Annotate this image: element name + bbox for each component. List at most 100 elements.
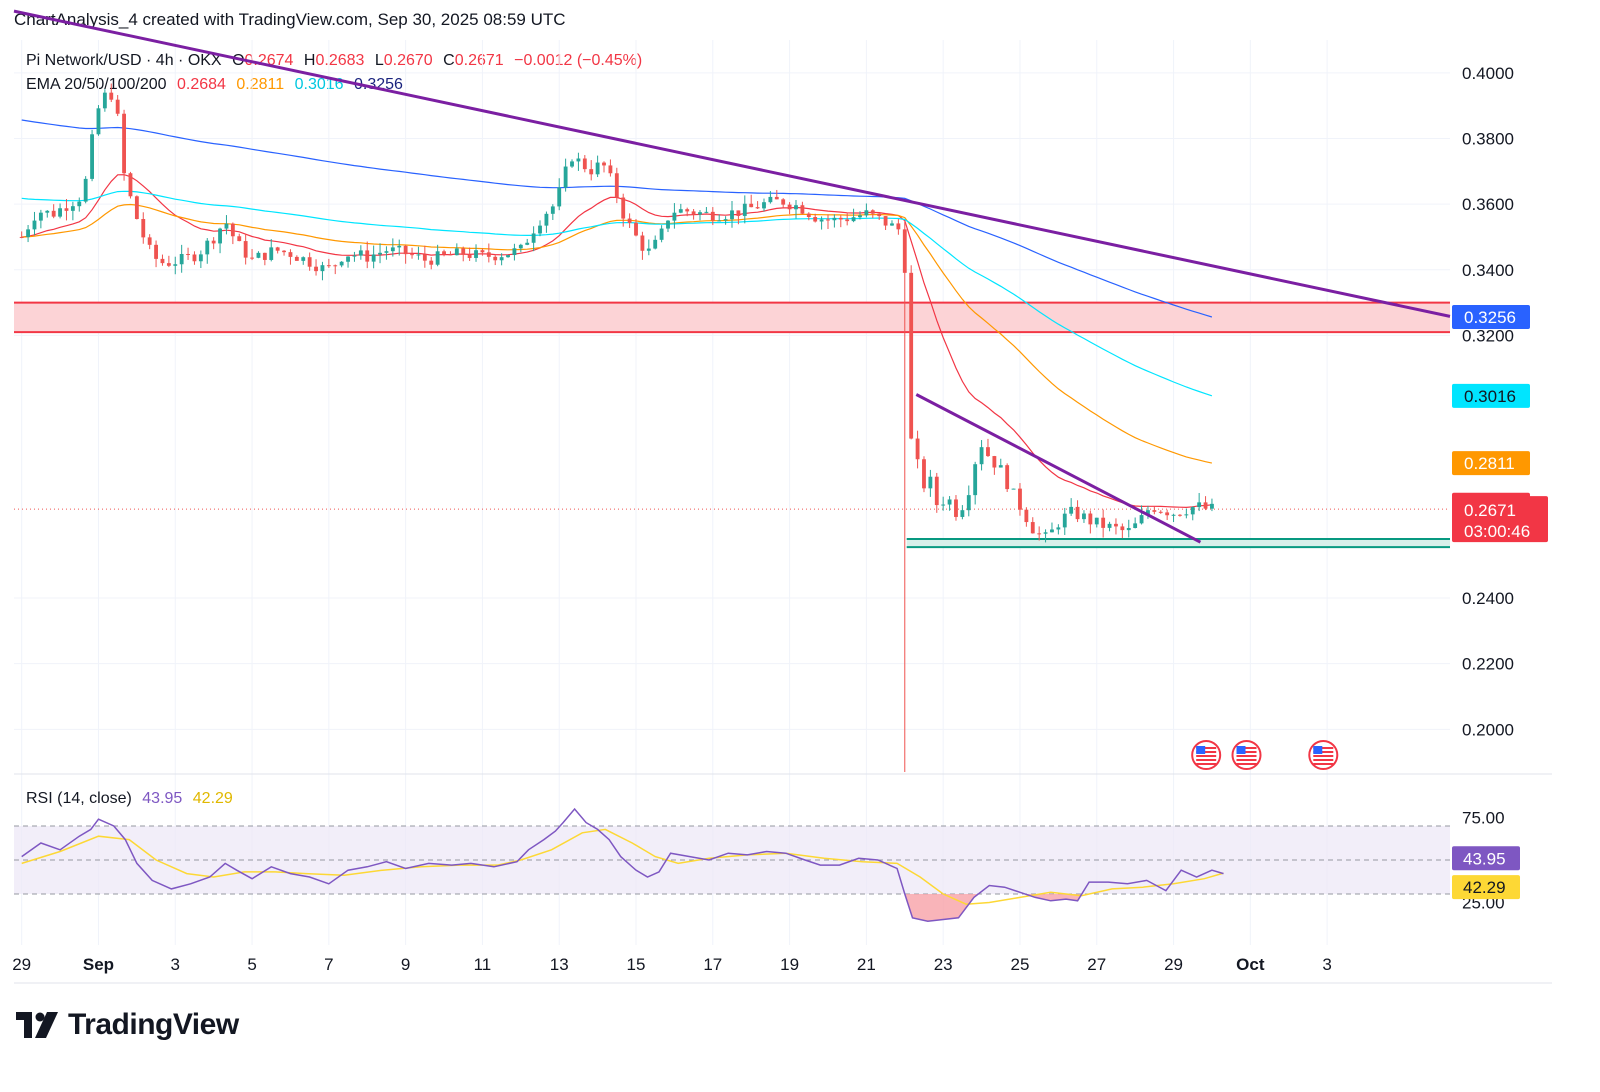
symbol-name[interactable]: Pi Network/USD · 4h · OKX (26, 52, 222, 69)
us-flag-icon[interactable] (1231, 740, 1262, 770)
ema100-line (21, 190, 1213, 397)
ema100-value: 0.3016 (294, 76, 344, 93)
tradingview-logo[interactable]: TradingView (16, 1008, 239, 1042)
price-tick: 0.4000 (1462, 64, 1514, 83)
rsi-ma-last-label: 42.29 (1463, 878, 1506, 897)
candle-body (595, 162, 600, 175)
candle-body (800, 205, 805, 214)
candle-body (1050, 529, 1054, 533)
candle-body (1075, 506, 1080, 520)
candle-body (384, 251, 389, 253)
time-axis[interactable]: 29 Sep 3 5 7 9 11 13 15 17 19 21 23 25 27 29 Oct 3 (12, 955, 1332, 974)
candle-body (461, 248, 466, 255)
time-tick: 23 (934, 955, 953, 974)
candle-body (173, 264, 178, 266)
candle-body (666, 220, 670, 229)
candle-body (429, 260, 434, 265)
candle-body (109, 92, 114, 100)
candle-body (646, 248, 651, 251)
price-tick: 0.3800 (1462, 129, 1514, 148)
candle-body (1018, 488, 1022, 510)
candle-body (346, 256, 350, 262)
candle-body (1107, 523, 1112, 528)
candles (19, 83, 1214, 772)
candle-body (205, 240, 210, 255)
descending-trendline (13, 9, 1451, 318)
flag-stripe (1313, 755, 1334, 757)
candle-body (1178, 514, 1182, 516)
time-tick: 7 (324, 955, 333, 974)
tradingview-logo-text: TradingView (68, 1008, 239, 1041)
candle-body (691, 211, 696, 215)
candle-body (794, 205, 798, 210)
ema-label[interactable]: EMA 20/50/100/200 (26, 76, 167, 93)
flag-stripe (1313, 763, 1334, 765)
candle-body (710, 211, 715, 221)
candle-body (26, 229, 30, 238)
candle-body (832, 217, 837, 221)
candle-body (282, 250, 286, 253)
candle-body (1139, 515, 1144, 524)
candle-body (211, 240, 216, 244)
candle-body (262, 252, 267, 260)
candle-body (634, 222, 638, 236)
candle-body (890, 223, 894, 226)
candle-body (678, 209, 683, 213)
candle-body (749, 203, 754, 208)
rsi-ma-value: 42.29 (192, 790, 233, 807)
candle-body (928, 476, 933, 489)
candle-body (922, 459, 926, 489)
candle-body (1114, 523, 1118, 527)
candle-body (230, 223, 235, 237)
rsi-ma-line (21, 828, 1224, 905)
candle-body (128, 173, 133, 197)
events[interactable] (1191, 740, 1339, 770)
candle-body (563, 166, 568, 188)
candle-body (883, 216, 888, 226)
candle-body (90, 134, 94, 179)
ema100-price-label: 0.3016 (1464, 387, 1516, 406)
candle-body (51, 210, 56, 217)
candle-body (973, 464, 978, 496)
candle-body (301, 257, 306, 261)
candle-body (1197, 502, 1202, 508)
candle-body (1056, 527, 1061, 530)
candle-body (934, 476, 939, 506)
candle-body (416, 254, 421, 256)
candle-body (1120, 526, 1125, 531)
candle-body (589, 169, 594, 175)
candle-body (1190, 507, 1195, 515)
candle-body (378, 252, 382, 255)
time-tick: 25 (1011, 955, 1030, 974)
candle-body (544, 213, 549, 226)
flag-stripe (1313, 759, 1334, 761)
rsi-label[interactable]: RSI (14, close) (26, 790, 132, 807)
time-tick: 29 (1164, 955, 1183, 974)
candle-body (896, 223, 901, 230)
price-tick: 0.3200 (1462, 326, 1514, 345)
trendlines[interactable] (13, 9, 1451, 544)
candle-body (250, 257, 254, 259)
candle-body (653, 239, 658, 249)
support-zone (906, 538, 1450, 548)
ema50-price-label-bg (1452, 451, 1530, 476)
candle-body (838, 217, 843, 220)
candle-body (576, 158, 581, 162)
us-flag-icon[interactable] (1191, 740, 1222, 770)
candle-body (1126, 527, 1131, 531)
us-flag-icon[interactable] (1308, 740, 1339, 770)
candle-body (915, 438, 920, 460)
candle-body (506, 255, 510, 258)
time-tick: 21 (857, 955, 876, 974)
candle-body (608, 165, 613, 174)
flag-stripe (1236, 747, 1257, 749)
flag-stripe (1313, 747, 1334, 749)
price-axis[interactable]: 0.4000 0.3800 0.3600 0.3400 0.3200 0.2400 0.22… (1452, 64, 1548, 740)
zones (14, 301, 1450, 549)
candle-body (1184, 514, 1189, 516)
candle-body (122, 113, 126, 174)
candle-body (218, 228, 222, 244)
candle-body (525, 242, 530, 245)
